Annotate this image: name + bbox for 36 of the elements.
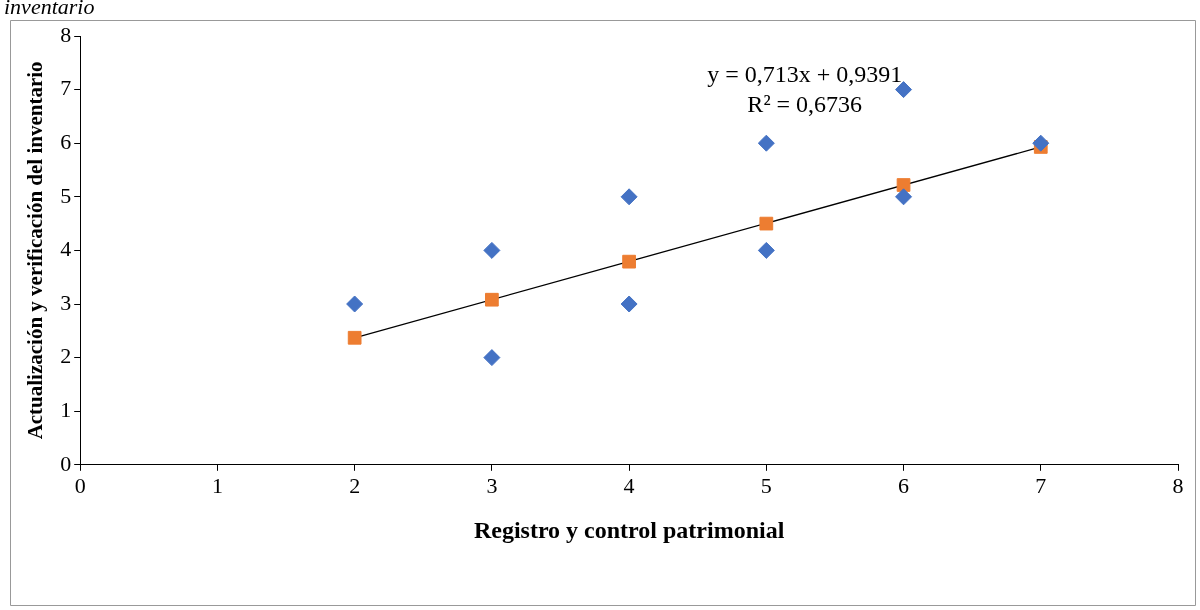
y-tick-label: 5 [60,182,72,208]
point [483,241,501,259]
x-tick-label: 6 [898,472,910,498]
point [620,295,638,313]
point [895,188,913,206]
y-tick-label: 4 [60,236,72,262]
annotation: R² = 0,6736 [747,91,863,118]
x-tick-label: 5 [760,472,772,498]
y-tick-label: 3 [60,289,72,315]
y-tick-label: 7 [60,75,72,101]
annotation: y = 0,713x + 0,9391 [707,61,903,88]
point [483,349,501,367]
point [896,178,911,192]
x-axis-title: Registro y control patrimonial [473,516,785,543]
y-tick-label: 8 [60,21,72,47]
x-tick-label: 4 [623,472,635,498]
point [759,216,774,231]
point [346,295,364,313]
point [622,254,636,269]
point [485,292,499,307]
y-axis-title: Actualización y verificación del inventario [23,61,48,440]
y-tick-label: 0 [60,450,72,476]
x-tick-label: 7 [1035,472,1047,498]
point [1032,134,1050,152]
y-tick-label: 1 [60,396,72,422]
y-tick-label: 2 [60,343,72,369]
point [757,134,775,152]
x-tick-label: 3 [486,472,498,498]
x-tick-label: 8 [1172,472,1184,498]
x-tick-label: 1 [211,472,223,498]
point [620,188,638,206]
point [757,241,775,259]
point [347,330,362,345]
text: inventario [4,0,95,19]
y-tick-label: 6 [60,128,72,154]
x-tick-label: 2 [349,472,361,498]
